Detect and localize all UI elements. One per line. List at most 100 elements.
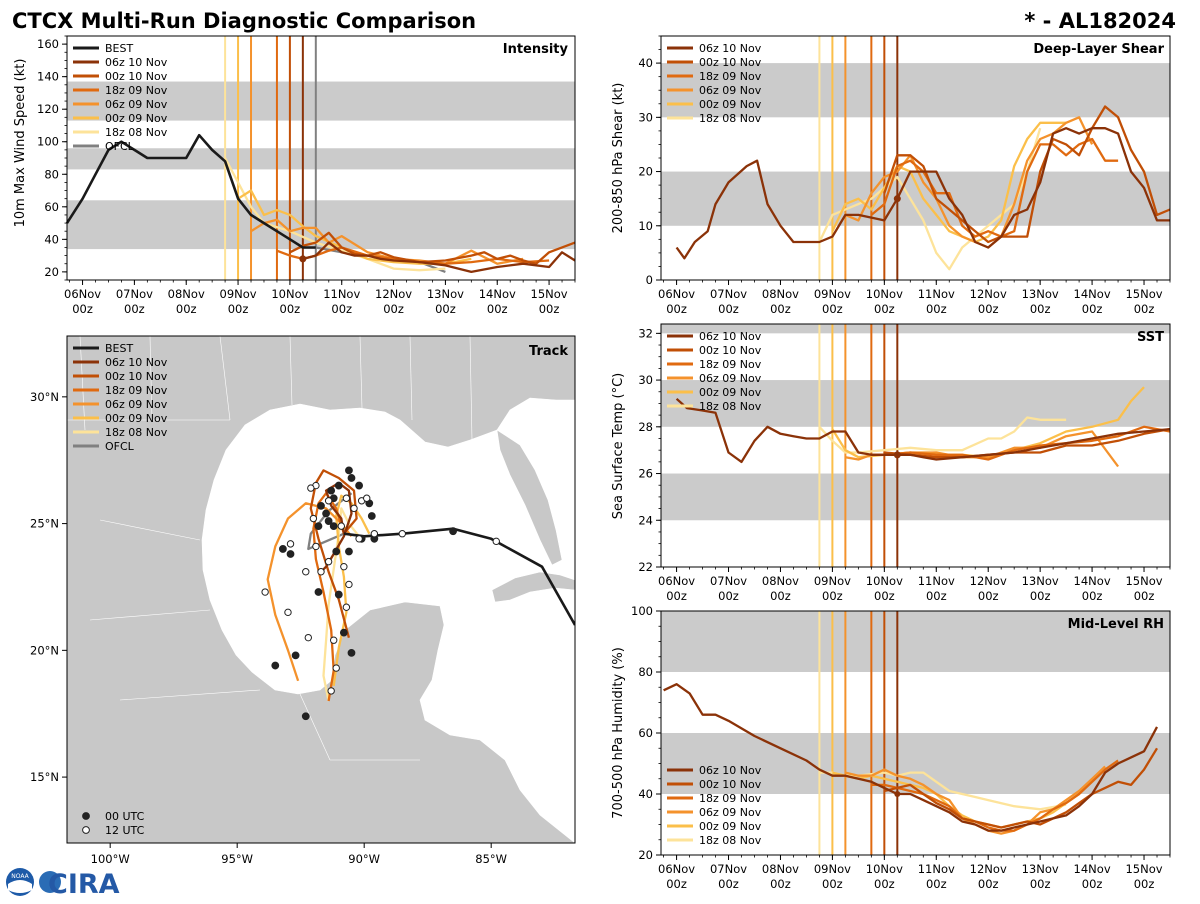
track-marker-00utc — [339, 628, 348, 637]
intensity-xtick-hour: 00z — [280, 302, 301, 316]
rh-xtick-hour: 00z — [1030, 877, 1051, 891]
rh-xtick-date: 14Nov — [1074, 862, 1111, 876]
rh-xtick-date: 09Nov — [814, 862, 851, 876]
track-marker-12utc — [284, 608, 292, 617]
shear-xtick-hour: 00z — [770, 302, 791, 316]
track-marker-00utc — [279, 545, 287, 553]
shear-ytick-label: 20 — [638, 165, 653, 179]
track-marker-00utc — [322, 509, 330, 518]
track-marker-legend-label: 12 UTC — [105, 824, 145, 837]
rh-legend-label: 06z 10 Nov — [699, 764, 762, 777]
intensity-xtick-date: 13Nov — [427, 287, 464, 301]
sst-series-06z-10-nov — [675, 397, 1171, 464]
intensity-legend-label: OFCL — [105, 140, 135, 153]
sst-xtick-date: 07Nov — [710, 574, 747, 588]
track-marker-12utc — [261, 588, 269, 596]
shear-init-point — [893, 195, 901, 203]
shear-ytick-label: 10 — [638, 219, 653, 233]
shear-title: Deep-Layer Shear — [1033, 42, 1164, 57]
intensity-legend-label: 06z 10 Nov — [105, 56, 168, 69]
sst-xtick-hour: 00z — [718, 589, 739, 603]
rh-panel: 700-500 hPa Humidity (%) 20 40 60 80 100 06No… — [611, 604, 1171, 891]
rh-xtick-hour: 00z — [978, 877, 999, 891]
rh-ytick-label: 40 — [638, 787, 653, 801]
shear-xtick-hour: 00z — [718, 302, 739, 316]
intensity-xtick-hour: 00z — [435, 302, 456, 316]
shear-xtick-hour: 00z — [1134, 302, 1155, 316]
track-xtick-label: 100°W — [91, 852, 130, 866]
shear-xtick-date: 08Nov — [762, 287, 799, 301]
intensity-xtick-date: 11Nov — [323, 287, 360, 301]
rh-xtick-date: 06Nov — [658, 862, 695, 876]
sst-ytick-label: 28 — [638, 420, 653, 434]
intensity-panel: 10m Max Wind Speed (kt) 20 40 60 80 100 120 14… — [13, 35, 576, 316]
intensity-band-2 — [67, 81, 575, 121]
intensity-xtick-date: 06Nov — [64, 287, 101, 301]
storm-id: * - AL182024 — [1024, 9, 1176, 33]
track-marker-12utc — [363, 494, 371, 502]
track-marker-12utc — [332, 664, 340, 672]
sst-xtick-date: 12Nov — [970, 574, 1007, 588]
rh-xtick-hour: 00z — [718, 877, 739, 891]
rh-series-00z-09-nov — [832, 771, 1093, 829]
intensity-ytick-label: 20 — [44, 265, 59, 279]
shear-ytick-label: 0 — [646, 273, 653, 287]
track-title: Track — [529, 344, 568, 359]
intensity-legend-label: 00z 09 Nov — [105, 112, 168, 125]
track-marker-12utc — [350, 504, 358, 513]
rh-band-1 — [661, 611, 1170, 672]
sst-xtick-hour: 00z — [978, 589, 999, 603]
rh-series-18z-09-nov — [871, 759, 1119, 832]
shear-xtick-hour: 00z — [978, 302, 999, 316]
track-marker-00utc — [271, 661, 280, 670]
intensity-legend-label: 06z 09 Nov — [105, 98, 168, 111]
shear-xtick-date: 10Nov — [866, 287, 903, 301]
rh-xtick-hour: 00z — [926, 877, 947, 891]
track-legend-label: 06z 09 Nov — [105, 398, 168, 411]
intensity-xtick-date: 12Nov — [375, 287, 412, 301]
track-marker-00utc — [334, 590, 343, 599]
sst-xtick-date: 06Nov — [658, 574, 695, 588]
track-marker-00utc — [286, 550, 295, 558]
intensity-xtick-date: 09Nov — [220, 287, 257, 301]
cira-logo: NOAA CIRA — [6, 868, 120, 900]
track-marker-00utc — [355, 481, 364, 490]
sst-ytick-label: 24 — [638, 513, 653, 527]
intensity-xtick-hour: 00z — [539, 302, 560, 316]
track-marker-12utc — [317, 568, 325, 576]
track-marker-12utc — [337, 522, 346, 530]
sst-band-2 — [661, 324, 1170, 334]
intensity-series-best — [65, 133, 316, 249]
shear-legend-label: 18z 08 Nov — [699, 112, 762, 125]
shear-band-1 — [661, 63, 1170, 118]
intensity-xtick-hour: 00z — [331, 302, 352, 316]
sst-xtick-date: 13Nov — [1022, 574, 1059, 588]
shear-xtick-hour: 00z — [666, 302, 687, 316]
noaa-logo-text: NOAA — [11, 873, 29, 880]
track-marker-12utc — [398, 530, 406, 538]
track-marker-12utc — [302, 568, 310, 576]
sst-ytick-label: 22 — [638, 560, 653, 574]
track-marker-00utc — [314, 588, 323, 596]
rh-legend-label: 00z 10 Nov — [699, 778, 762, 791]
sst-xtick-hour: 00z — [926, 589, 947, 603]
track-legend-label: OFCL — [105, 440, 135, 453]
shear-xtick-date: 14Nov — [1074, 287, 1111, 301]
track-marker-12utc — [330, 636, 338, 644]
rh-xtick-date: 08Nov — [762, 862, 799, 876]
intensity-xtick-date: 10Nov — [271, 287, 308, 301]
sst-xtick-date: 15Nov — [1125, 574, 1162, 588]
track-marker-12utc — [307, 484, 315, 492]
intensity-series-06z-10-nov — [302, 241, 576, 274]
intensity-xtick-date: 08Nov — [168, 287, 205, 301]
shear-xtick-hour: 00z — [822, 302, 843, 316]
shear-series-00z-09-nov — [831, 121, 1067, 244]
track-marker-legend-label: 00 UTC — [105, 810, 145, 823]
sst-xtick-hour: 00z — [770, 589, 791, 603]
track-legend-label: BEST — [105, 342, 133, 355]
sst-init-point — [893, 451, 901, 459]
track-legend-label: 06z 10 Nov — [105, 356, 168, 369]
shear-xtick-hour: 00z — [926, 302, 947, 316]
track-marker-00utc — [317, 501, 325, 510]
shear-ytick-label: 30 — [638, 110, 653, 124]
